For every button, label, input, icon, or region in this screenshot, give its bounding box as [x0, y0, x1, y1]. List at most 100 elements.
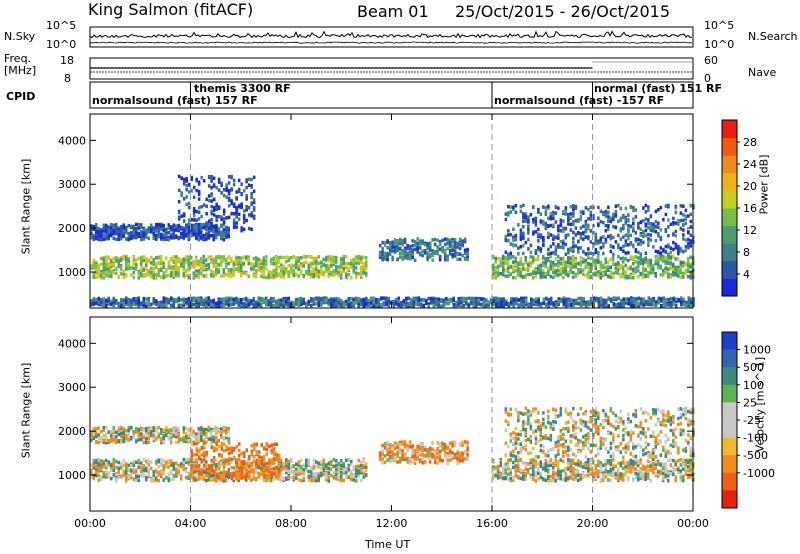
echo-cell	[95, 235, 98, 239]
echo-cell	[252, 206, 256, 210]
echo-cell	[170, 463, 173, 467]
echo-cell	[220, 255, 223, 259]
echo-cell	[672, 254, 675, 259]
echo-cell	[627, 266, 630, 271]
echo-cell	[677, 251, 680, 256]
echo-cell	[200, 235, 203, 239]
echo-cell	[135, 234, 138, 238]
echo-cell	[674, 242, 678, 247]
echo-cell	[97, 230, 100, 234]
echo-cell	[162, 468, 165, 472]
echo-cell	[594, 250, 598, 254]
echo-cell	[235, 208, 238, 213]
echo-cell	[525, 300, 528, 304]
echo-cell	[425, 301, 428, 305]
echo-cell	[347, 296, 350, 301]
echo-cell	[589, 205, 593, 209]
echo-cell	[519, 228, 523, 232]
echo-cell	[312, 269, 315, 273]
echo-cell	[512, 243, 515, 248]
echo-cell	[197, 206, 201, 210]
echo-cell	[255, 476, 258, 481]
echo-cell	[207, 184, 211, 188]
echo-cell	[497, 264, 500, 269]
echo-cell	[102, 268, 105, 272]
echo-cell	[393, 241, 397, 246]
echo-cell	[242, 462, 245, 467]
echo-cell	[105, 473, 108, 477]
echo-cell	[682, 223, 685, 227]
echo-cell	[242, 297, 245, 301]
echo-cell	[572, 261, 575, 265]
echo-cell	[152, 273, 155, 278]
echo-cell	[624, 219, 628, 224]
echo-cell	[300, 264, 303, 268]
echo-cell	[172, 236, 175, 240]
echo-cell	[584, 258, 587, 263]
echo-cell	[97, 235, 100, 240]
echo-cell	[252, 216, 256, 220]
echo-cell	[547, 216, 550, 220]
echo-cell	[669, 250, 673, 255]
echo-cell	[647, 239, 650, 244]
echo-cell	[170, 303, 173, 307]
echo-cell	[634, 260, 637, 264]
echo-cell	[687, 299, 690, 303]
echo-cell	[418, 242, 422, 246]
echo-cell	[367, 301, 370, 305]
echo-cell	[426, 253, 429, 258]
echo-cell	[507, 267, 510, 271]
echo-cell	[240, 263, 243, 267]
echo-cell	[222, 468, 225, 473]
echo-cell	[97, 297, 100, 301]
echo-cell	[190, 299, 193, 304]
echo-cell	[540, 304, 543, 308]
echo-cell	[510, 302, 513, 307]
echo-cell	[557, 264, 560, 268]
echo-cell	[492, 270, 495, 274]
echo-cell	[117, 470, 120, 474]
echo-cell	[325, 256, 328, 260]
echo-cell	[639, 252, 643, 257]
echo-cell	[448, 244, 452, 249]
echo-cell	[332, 262, 335, 267]
echo-cell	[589, 269, 592, 274]
echo-cell	[662, 272, 665, 276]
echo-cell	[475, 303, 478, 308]
echo-cell	[135, 258, 138, 262]
echo-cell	[689, 219, 693, 224]
echo-cell	[632, 268, 635, 272]
echo-cell	[594, 260, 597, 265]
echo-cell	[127, 299, 130, 304]
echo-cell	[167, 478, 170, 483]
echo-cell	[569, 262, 572, 266]
echo-cell	[187, 457, 190, 462]
echo-cell	[408, 244, 412, 249]
echo-cell	[515, 298, 518, 302]
echo-cell	[90, 236, 93, 240]
echo-cell	[112, 461, 115, 466]
echo-cell	[230, 187, 233, 192]
echo-cell	[624, 217, 628, 222]
echo-cell	[335, 301, 338, 306]
echo-cell	[512, 255, 515, 259]
echo-cell	[272, 274, 275, 278]
echo-cell	[610, 299, 613, 303]
echo-cell	[337, 300, 340, 305]
echo-cell	[470, 296, 473, 301]
echo-cell	[532, 260, 535, 265]
echo-cell	[682, 218, 685, 223]
echo-cell	[172, 255, 175, 259]
echo-cell	[542, 205, 545, 209]
echo-cell	[317, 255, 320, 259]
echo-cell	[667, 260, 670, 264]
echo-cell	[210, 270, 213, 274]
echo-cell	[227, 192, 231, 196]
echo-cell	[664, 204, 668, 208]
echo-cell	[687, 260, 690, 264]
echo-cell	[225, 195, 228, 199]
echo-cell	[242, 476, 245, 481]
echo-cell	[502, 297, 505, 301]
echo-cell	[207, 219, 211, 223]
echo-cell	[564, 260, 567, 265]
